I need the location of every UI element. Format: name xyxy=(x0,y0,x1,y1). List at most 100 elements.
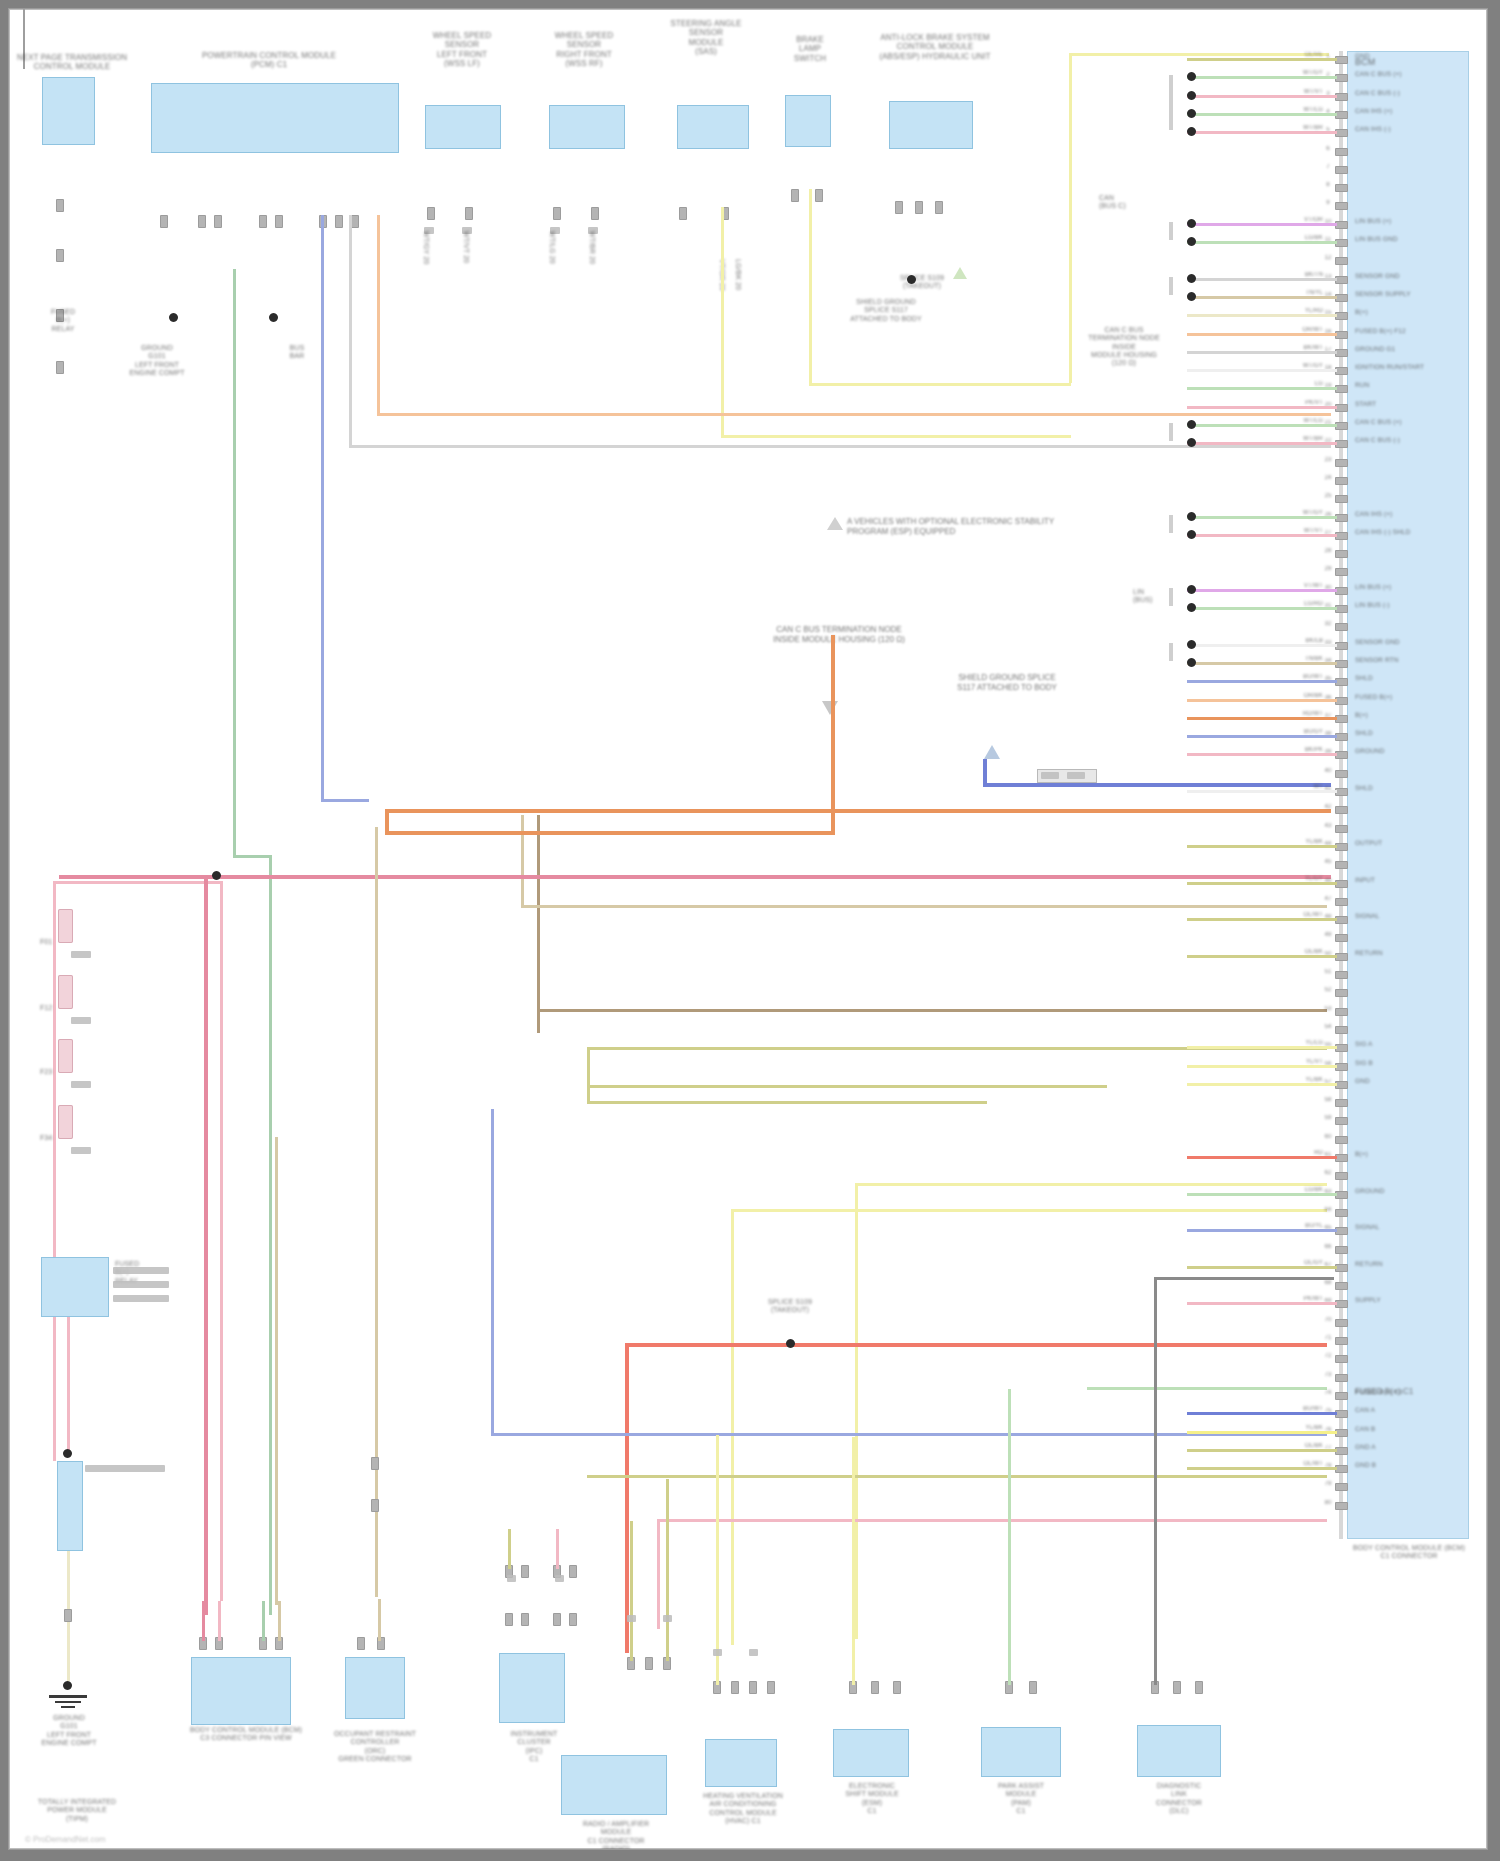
pin-pcm-8 xyxy=(351,215,359,228)
connector-pin-number: 19 xyxy=(1324,383,1332,389)
label-ground-pcm-2: BUS BAR xyxy=(289,345,305,361)
radio-module[interactable] xyxy=(561,1755,667,1815)
connector-pin-name: START xyxy=(1355,401,1377,408)
abs-control-module[interactable] xyxy=(889,101,973,149)
left-transmission-module[interactable] xyxy=(42,77,95,145)
connector-pin-wire xyxy=(1187,882,1337,885)
connector-pin-name: GND B xyxy=(1355,1462,1377,1469)
connector-pin-wire xyxy=(1187,845,1337,848)
connector-pin-number: 61 xyxy=(1324,1152,1332,1158)
wire-color-label: LG/RD xyxy=(1304,601,1323,607)
wheel-speed-sensor-lf[interactable] xyxy=(425,105,501,149)
wire-run-blue-low xyxy=(491,1433,1327,1436)
connector-pin-name: SENSOR SUPPLY xyxy=(1355,291,1411,298)
bcm-c1-connector[interactable] xyxy=(1347,51,1469,1539)
connector-pin-name: SIG B xyxy=(1355,1060,1373,1067)
connector-pin-number: 32 xyxy=(1324,621,1332,627)
fuse-f34[interactable] xyxy=(58,1105,73,1139)
wire-run-blue-low-v xyxy=(491,1109,494,1435)
connector-pin-wire xyxy=(1187,406,1337,409)
connector-pin-number: 11 xyxy=(1324,237,1332,243)
wire-dlc-1 xyxy=(1154,1277,1157,1685)
splice-dot xyxy=(1187,420,1196,429)
fuse-f12[interactable] xyxy=(58,975,73,1009)
diagram-sheet: NEXT PAGE TRANSMISSION CONTROL MODULE PO… xyxy=(8,8,1488,1850)
wire-run-green-1-v xyxy=(233,269,236,857)
wire-color-label: BK/LB xyxy=(1305,638,1323,644)
connector-pin-number: 28 xyxy=(1324,548,1332,554)
wire-color-label: BU/WT xyxy=(1303,674,1323,680)
wire-pam-1 xyxy=(1008,1389,1011,1685)
connector-pin-number: 50 xyxy=(1324,951,1332,957)
connector-pin-terminal xyxy=(1335,825,1348,833)
connector-pin-name: RETURN xyxy=(1355,1261,1383,1268)
connector-pin-number: 18 xyxy=(1324,365,1332,371)
connector-pin-wire xyxy=(1187,790,1337,793)
pin-ipc-4 xyxy=(569,1565,577,1578)
connector-pin-number: 5 xyxy=(1326,127,1330,133)
relay-tag-3 xyxy=(113,1295,169,1302)
diagnostic-link-connector[interactable] xyxy=(1137,1725,1221,1777)
wire-color-label: BK/PK xyxy=(1304,747,1323,753)
bus-bar-rail xyxy=(1169,423,1173,441)
splice-dot xyxy=(1187,530,1196,539)
body-control-module[interactable] xyxy=(191,1657,291,1725)
wire-color-label: BU/WT xyxy=(1303,1406,1323,1412)
pin-ipc-6 xyxy=(521,1613,529,1626)
pin-tcm-4 xyxy=(56,361,64,374)
connector-pin-number: 69 xyxy=(1324,1298,1332,1304)
label-left-transmission-ground: FUSED B(+) RELAY xyxy=(50,309,76,333)
label-wire-wss-lf-2: WT/VT 20 xyxy=(462,231,469,264)
wire-tag xyxy=(424,227,434,234)
label-fuse-f01: F01 xyxy=(40,939,53,946)
splice-dot xyxy=(1187,603,1196,612)
wire-run-green-2-v xyxy=(269,855,272,1615)
splice-dot xyxy=(1187,219,1196,228)
splice-dot xyxy=(212,871,221,880)
connector-pin-name: IGNITION RUN/START xyxy=(1355,364,1425,371)
wire-run-orange-mid xyxy=(385,809,1331,813)
park-assist-module[interactable] xyxy=(981,1727,1061,1777)
connector-pin-wire xyxy=(1187,442,1337,445)
connector-pin-name: CAN IHS (+) xyxy=(1355,108,1393,115)
wire-color-label: BU/YL xyxy=(1305,1223,1323,1229)
connector-pin-number: 10 xyxy=(1324,219,1332,225)
label-diagnostic-link-connector: DIAGNOSTIC LINK CONNECTOR (DLC) xyxy=(1156,1783,1202,1815)
fuse-f01[interactable] xyxy=(58,909,73,943)
label-wire-wss-rf-2: WT/BR 20 xyxy=(588,231,595,265)
wire-run-green-low xyxy=(1087,1387,1327,1390)
connector-pin-terminal xyxy=(1335,184,1348,192)
wheel-speed-sensor-rf[interactable] xyxy=(549,105,625,149)
hvac-control-module[interactable] xyxy=(705,1739,777,1787)
pin-tcm-3 xyxy=(56,309,64,322)
connector-pin-name: GND xyxy=(1355,1078,1370,1085)
wire-run-tan-v xyxy=(521,815,524,907)
connector-pin-number: 57 xyxy=(1324,1079,1332,1085)
connector-pin-number: 26 xyxy=(1324,512,1332,518)
bus-bar-rail xyxy=(1169,588,1173,606)
label-park-assist-module: PARK ASSIST MODULE (PAM) C1 xyxy=(997,1783,1045,1815)
occupant-restraint-controller[interactable] xyxy=(345,1657,405,1719)
splice-dot xyxy=(786,1339,795,1348)
connector-pin-wire xyxy=(1187,1193,1337,1196)
wire-run-orange-mid-3 xyxy=(831,635,835,835)
instrument-cluster[interactable] xyxy=(499,1653,565,1723)
connector-pin-name: INPUT xyxy=(1355,877,1375,884)
connector-pin-wire xyxy=(1187,1266,1337,1269)
label-wire-wss-lf: WT/GY 20 xyxy=(422,231,429,265)
pin-teal-mid xyxy=(371,1457,379,1470)
wire-tipm-top-rail xyxy=(53,881,223,884)
fuse-f23[interactable] xyxy=(58,1039,73,1073)
electronic-shift-module[interactable] xyxy=(833,1729,909,1777)
pin-esm-3 xyxy=(893,1681,901,1694)
brake-switch[interactable] xyxy=(785,95,831,147)
fused-b-relay[interactable] xyxy=(41,1257,109,1317)
wire-color-label: OL/WT xyxy=(1303,912,1323,918)
connector-pin-number: 3 xyxy=(1326,91,1330,97)
ground-terminal-block[interactable] xyxy=(57,1461,83,1551)
steering-angle-sensor[interactable] xyxy=(677,105,749,149)
connector-pin-name: OUTPUT xyxy=(1355,840,1383,847)
connector-pin-number: 42 xyxy=(1324,804,1332,810)
connector-pin-name: B(+) xyxy=(1355,712,1368,719)
powertrain-control-module[interactable] xyxy=(151,83,399,153)
